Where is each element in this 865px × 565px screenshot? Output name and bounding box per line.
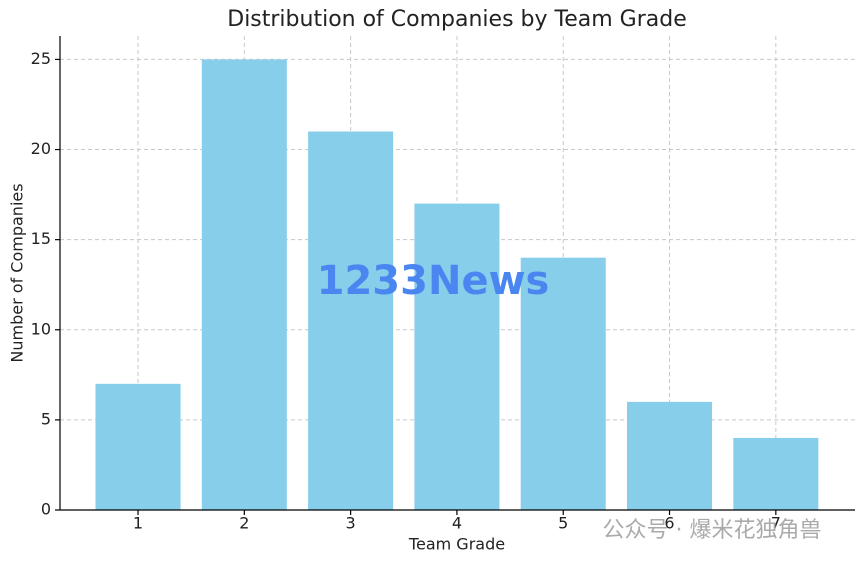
bar [733,437,819,510]
chart-title: Distribution of Companies by Team Grade [227,7,686,32]
watermark: 1233News [317,258,550,304]
bar [95,383,181,510]
x-axis-label: Team Grade [408,535,505,554]
x-tick-label: 1 [133,514,143,533]
bar [627,401,713,510]
x-tick-label: 4 [452,514,462,533]
y-tick-label: 5 [41,409,51,428]
y-tick-label: 20 [31,139,51,158]
y-tick-label: 25 [31,49,51,68]
y-tick-label: 10 [31,319,51,338]
x-tick-label: 2 [239,514,249,533]
y-axis-label: Number of Companies [8,183,27,362]
bar [520,257,606,510]
watermark: 公众号 · 爆米花独角兽 [603,518,822,543]
bar [308,131,394,510]
y-tick-label: 15 [31,229,51,248]
y-tick-label: 0 [41,500,51,519]
bar [414,203,500,510]
x-tick-label: 6 [664,514,674,533]
x-tick-label: 5 [558,514,568,533]
x-tick-label: 7 [771,514,781,533]
x-tick-label: 3 [346,514,356,533]
bar [201,59,287,510]
